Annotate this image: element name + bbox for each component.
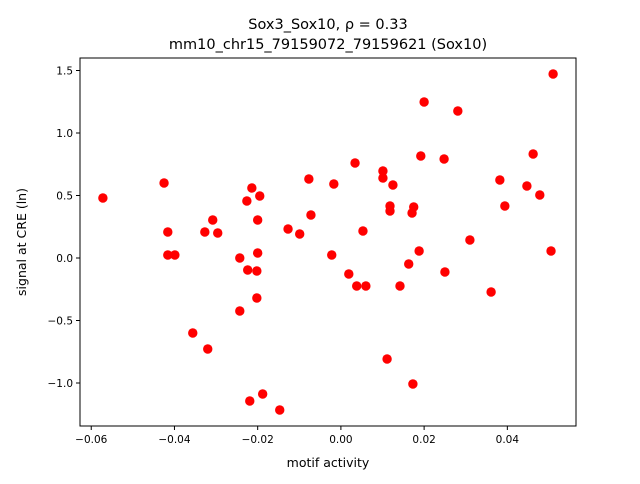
- data-point: [378, 173, 388, 183]
- data-point: [440, 267, 450, 277]
- data-point: [350, 158, 360, 168]
- data-point: [159, 178, 169, 188]
- data-point: [465, 235, 475, 245]
- data-point: [242, 196, 252, 206]
- data-point: [522, 181, 532, 191]
- data-point: [419, 97, 429, 107]
- data-point: [295, 229, 305, 239]
- x-tick-label: 0.00: [329, 434, 352, 446]
- y-tick-label: 1.0: [56, 128, 73, 140]
- data-point: [528, 149, 538, 159]
- data-point: [163, 250, 173, 260]
- data-point: [252, 293, 262, 303]
- data-point: [213, 228, 223, 238]
- y-tick-label: 0.0: [56, 253, 73, 265]
- data-point: [439, 154, 449, 164]
- data-point: [352, 281, 362, 291]
- data-point: [409, 202, 419, 212]
- chart-title-line1: Sox3_Sox10, ρ = 0.33: [248, 17, 407, 33]
- data-point: [358, 226, 368, 236]
- data-point: [235, 306, 245, 316]
- data-point: [535, 190, 545, 200]
- y-tick-label: −0.5: [48, 316, 74, 328]
- data-point: [170, 250, 180, 260]
- data-point: [382, 354, 392, 364]
- data-point: [500, 201, 510, 211]
- y-tick-label: −1.0: [48, 378, 74, 390]
- data-point: [163, 227, 173, 237]
- data-point: [252, 248, 263, 258]
- data-point: [283, 224, 293, 234]
- data-point: [327, 250, 337, 260]
- data-point: [416, 151, 426, 161]
- data-point: [404, 259, 414, 269]
- data-point: [252, 266, 262, 276]
- data-point: [548, 69, 558, 79]
- data-point: [98, 193, 108, 203]
- data-point: [203, 344, 213, 354]
- data-point: [304, 174, 314, 184]
- data-point: [395, 281, 405, 291]
- x-tick-label: −0.04: [158, 434, 190, 446]
- y-tick-label: 1.5: [56, 66, 73, 78]
- data-point: [408, 379, 418, 389]
- data-point: [257, 389, 268, 399]
- data-point: [245, 396, 255, 406]
- data-point: [329, 179, 339, 189]
- x-axis-label: motif activity: [287, 455, 370, 470]
- data-point: [247, 183, 257, 193]
- data-point: [208, 215, 218, 225]
- x-tick-label: −0.02: [242, 434, 274, 446]
- data-point: [235, 253, 245, 263]
- data-point: [414, 246, 424, 256]
- data-point: [486, 287, 496, 297]
- data-point: [275, 405, 285, 415]
- data-point: [344, 269, 354, 279]
- plot-frame: [79, 57, 577, 427]
- data-point: [255, 191, 265, 201]
- chart-title-line2: mm10_chr15_79159072_79159621 (Sox10): [169, 37, 487, 53]
- data-point: [453, 106, 463, 116]
- x-tick-label: 0.02: [412, 434, 435, 446]
- data-point: [188, 328, 198, 338]
- data-point: [200, 227, 210, 237]
- y-tick-label: 0.5: [56, 191, 73, 203]
- x-tick-label: 0.04: [496, 434, 520, 446]
- data-point: [242, 265, 253, 275]
- data-point: [378, 166, 388, 176]
- y-axis-label: signal at CRE (ln): [14, 188, 29, 296]
- x-tick-label: −0.06: [75, 434, 107, 446]
- data-point: [546, 246, 556, 256]
- data-point: [388, 180, 398, 190]
- data-point: [306, 210, 316, 220]
- data-point: [495, 175, 505, 185]
- data-point: [385, 201, 395, 211]
- data-point: [361, 281, 371, 291]
- data-point: [252, 215, 263, 225]
